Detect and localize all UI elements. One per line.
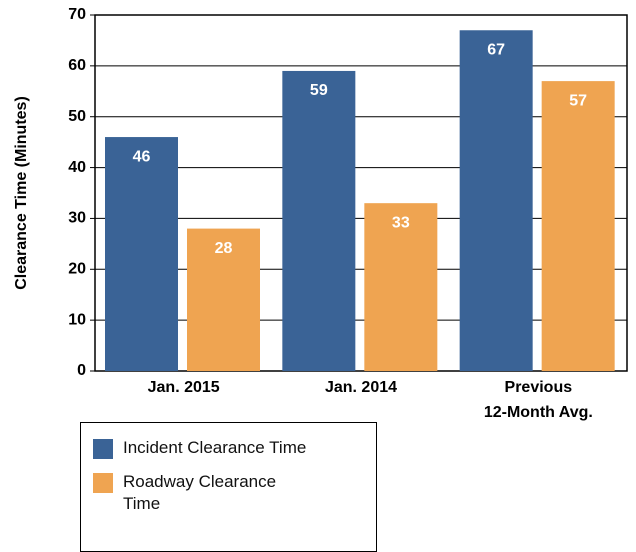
y-axis-label: Clearance Time (Minutes): [13, 96, 30, 290]
legend-label: Roadway Clearance Time: [123, 472, 277, 513]
page: Clearance Time (Minutes) 0 10 20 30 40 50 60 70…: [13, 6, 628, 552]
data-label: 59: [310, 82, 328, 99]
legend-label: Incident Clearance Time: [123, 438, 307, 457]
x-tick-label: Previous 12-Month Avg.: [484, 379, 593, 421]
y-tick-label: 40: [68, 159, 86, 176]
y-tick-label: 0: [77, 362, 86, 379]
y-tick-label: 60: [68, 57, 86, 74]
data-label: 46: [133, 148, 151, 165]
x-tick-label: Jan. 2015: [148, 379, 220, 396]
legend-item: Roadway Clearance Time: [93, 471, 376, 515]
bar: [541, 81, 615, 371]
legend-swatch: [93, 473, 113, 493]
legend-swatch: [93, 439, 113, 459]
legend: Incident Clearance Time Roadway Clearance…: [80, 422, 377, 552]
bar: [282, 70, 356, 371]
chart: Clearance Time (Minutes) 0 10 20 30 40 50 60 70…: [13, 6, 628, 421]
legend-item: Incident Clearance Time: [93, 437, 376, 459]
bar: [105, 137, 178, 371]
y-tick-label: 50: [68, 108, 86, 125]
bar: [187, 228, 260, 371]
x-tick-label: Jan. 2014: [325, 379, 397, 396]
data-label: 57: [569, 92, 587, 109]
y-tick-label: 70: [68, 6, 86, 23]
y-tick-label: 10: [68, 311, 86, 328]
bar: [459, 30, 533, 372]
data-label: 33: [392, 214, 410, 231]
y-tick-label: 20: [68, 261, 86, 278]
data-label: 28: [215, 240, 233, 257]
plot-frame: [94, 14, 628, 372]
bar: [364, 203, 438, 371]
data-label: 67: [487, 41, 505, 58]
y-tick-label: 30: [68, 210, 86, 227]
